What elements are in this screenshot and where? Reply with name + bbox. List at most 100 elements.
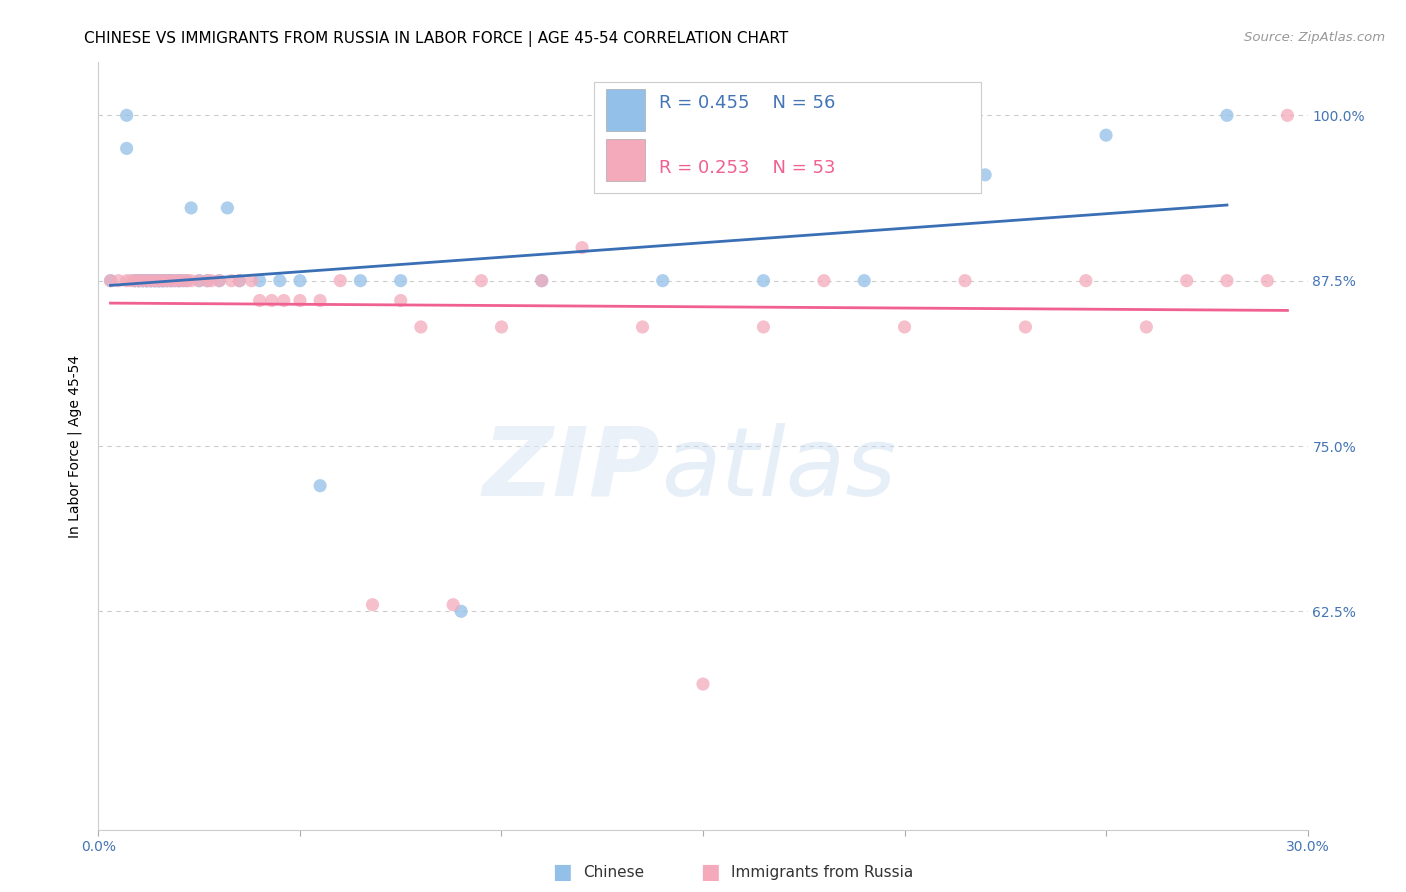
Point: [100, 274, 122, 288]
Point: [288, 274, 311, 288]
Point: [139, 274, 162, 288]
Point: [208, 274, 231, 288]
Point: [692, 677, 714, 691]
FancyBboxPatch shape: [606, 89, 645, 131]
Point: [148, 274, 170, 288]
Point: [139, 274, 162, 288]
Point: [115, 108, 138, 122]
Point: [953, 274, 976, 288]
Point: [260, 293, 283, 308]
Point: [143, 274, 166, 288]
Point: [160, 274, 183, 288]
Point: [269, 274, 291, 288]
Point: [249, 274, 271, 288]
Point: [1175, 274, 1198, 288]
FancyBboxPatch shape: [595, 81, 981, 193]
Point: [152, 274, 174, 288]
Point: [208, 274, 231, 288]
Point: [651, 274, 673, 288]
Point: [135, 274, 157, 288]
Point: [160, 274, 183, 288]
Point: [240, 274, 263, 288]
Point: [152, 274, 174, 288]
Point: [135, 274, 157, 288]
Point: [180, 274, 202, 288]
Point: [152, 274, 174, 288]
Point: [148, 274, 170, 288]
Point: [128, 274, 150, 288]
Point: [167, 274, 190, 288]
Point: [389, 274, 412, 288]
Point: [132, 274, 155, 288]
Point: [752, 274, 775, 288]
Point: [163, 274, 186, 288]
Point: [228, 274, 250, 288]
Point: [1135, 320, 1157, 334]
Text: Immigrants from Russia: Immigrants from Russia: [731, 865, 914, 880]
Point: [1256, 274, 1278, 288]
Point: [813, 274, 835, 288]
Point: [160, 274, 183, 288]
Point: [450, 604, 472, 618]
Point: [195, 274, 218, 288]
Point: [389, 293, 412, 308]
Point: [132, 274, 155, 288]
Point: [139, 274, 162, 288]
Text: Source: ZipAtlas.com: Source: ZipAtlas.com: [1244, 31, 1385, 45]
Point: [752, 320, 775, 334]
Point: [135, 274, 157, 288]
Point: [180, 201, 202, 215]
Point: [1277, 108, 1299, 122]
Point: [1216, 108, 1239, 122]
Point: [148, 274, 170, 288]
Point: [288, 293, 311, 308]
Point: [148, 274, 170, 288]
Point: [221, 274, 243, 288]
Point: [115, 274, 138, 288]
Point: [470, 274, 492, 288]
Text: ZIP: ZIP: [482, 423, 661, 516]
Point: [1074, 274, 1097, 288]
Point: [188, 274, 211, 288]
Point: [143, 274, 166, 288]
Point: [172, 274, 194, 288]
Text: CHINESE VS IMMIGRANTS FROM RUSSIA IN LABOR FORCE | AGE 45-54 CORRELATION CHART: CHINESE VS IMMIGRANTS FROM RUSSIA IN LAB…: [84, 31, 789, 47]
Point: [124, 274, 146, 288]
Point: [163, 274, 186, 288]
Point: [128, 274, 150, 288]
Point: [132, 274, 155, 288]
Point: [591, 168, 613, 182]
Point: [571, 241, 593, 255]
Point: [135, 274, 157, 288]
Point: [156, 274, 179, 288]
Point: [309, 293, 332, 308]
FancyBboxPatch shape: [606, 139, 645, 181]
Point: [853, 274, 876, 288]
Point: [124, 274, 146, 288]
Text: ■: ■: [700, 863, 720, 882]
Y-axis label: In Labor Force | Age 45-54: In Labor Force | Age 45-54: [67, 354, 83, 538]
Point: [893, 320, 915, 334]
Point: [361, 598, 384, 612]
Point: [176, 274, 198, 288]
Point: [188, 274, 211, 288]
Text: R = 0.253    N = 53: R = 0.253 N = 53: [659, 160, 837, 178]
Point: [128, 274, 150, 288]
Point: [409, 320, 432, 334]
Point: [148, 274, 170, 288]
Point: [120, 274, 142, 288]
Point: [441, 598, 464, 612]
Point: [176, 274, 198, 288]
Point: [1014, 320, 1036, 334]
Point: [329, 274, 352, 288]
Point: [124, 274, 146, 288]
Point: [115, 141, 138, 155]
Point: [139, 274, 162, 288]
Point: [530, 274, 553, 288]
Point: [195, 274, 218, 288]
Point: [167, 274, 190, 288]
Point: [100, 274, 122, 288]
Point: [631, 320, 654, 334]
Point: [491, 320, 513, 334]
Point: [172, 274, 194, 288]
